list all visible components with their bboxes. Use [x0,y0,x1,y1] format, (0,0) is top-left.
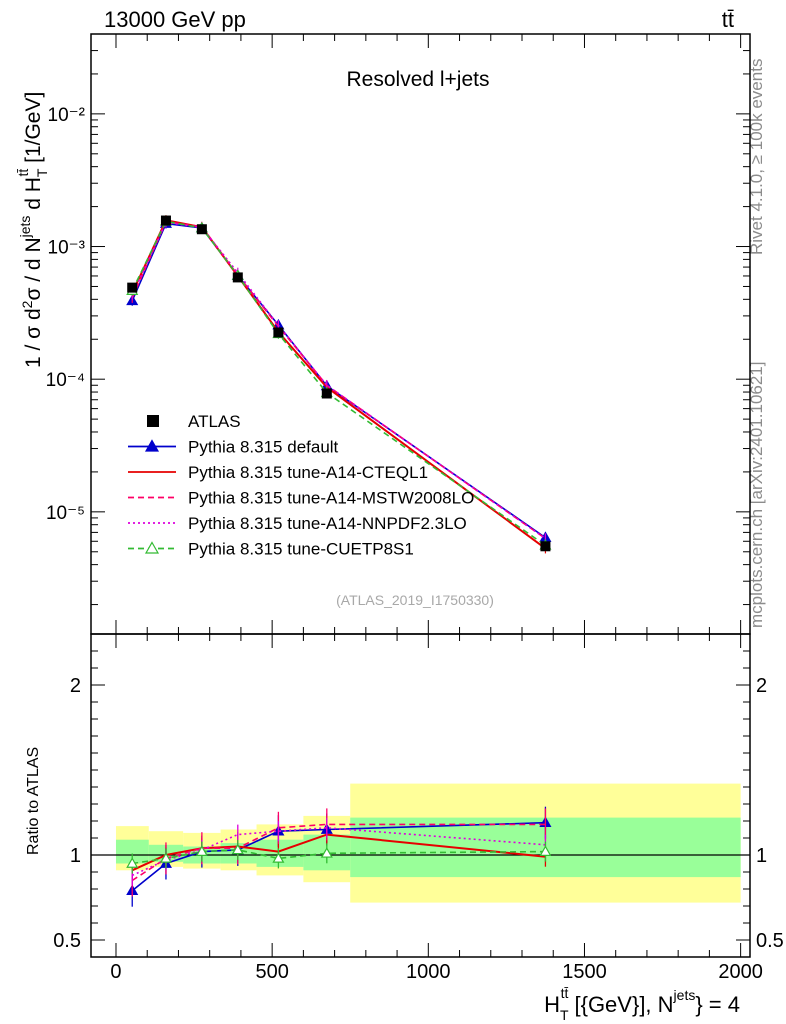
main-y-axis-label: 1 / σ d2σ / d Njets d HTtt̄ [1/GeV] [15,92,50,368]
legend-label: Pythia 8.315 default [188,438,339,457]
ratio-y-tick-label-left: 2 [70,675,81,697]
ratio-y-tick-label-left: 1 [70,845,81,867]
data-point [272,852,285,863]
uncertainty-band-inner [115,839,149,864]
ratio-plot-frame [90,633,751,958]
data-point [196,224,207,235]
data-point [540,541,551,552]
rivet-label: Rivet 4.1.0, ≥ 100k events [747,59,766,255]
data-point [320,847,333,858]
ratio-y-tick-label-left: 0.5 [53,930,81,952]
legend-label: Pythia 8.315 tune-A14-MSTW2008LO [188,489,474,508]
data-point [159,852,172,863]
legend-label: Pythia 8.315 tune-A14-NNPDF2.3LO [188,514,467,533]
ratio-panel [91,783,750,907]
y-tick-label: 10⁻³ [48,238,86,259]
uncertainty-band-inner [256,839,304,867]
main-panel [126,215,552,554]
data-point [127,282,138,293]
data-point [232,272,243,283]
data-point [539,845,552,856]
y-tick-label: 10⁻² [48,105,86,126]
x-tick-label: 1500 [562,961,607,983]
legend: ATLAS Pythia 8.315 default Pythia 8.315 tu… [128,412,474,559]
x-tick-label: 0 [110,961,121,983]
legend-label: ATLAS [188,412,241,431]
y-tick-label: 10⁻⁵ [46,503,85,524]
svg-text:HTtt̄ [{GeV}], Njets} = 4: HTtt̄ [{GeV}], Njets} = 4 [544,985,740,1023]
svg-text:1 / σ d2σ / d Njets d HTtt̄ [1: 1 / σ d2σ / d Njets d HTtt̄ [1/GeV] [15,92,50,368]
x-tick-label: 500 [255,961,288,983]
data-point [321,388,332,399]
x-axis-label: HTtt̄ [{GeV}], Njets} = 4 [544,985,740,1023]
x-tick-label: 2000 [718,961,763,983]
mcplots-label: mcplots.cern.ch [arXiv:2401.10621] [747,362,766,628]
legend-label: Pythia 8.315 tune-A14-CTEQL1 [188,463,428,482]
data-point [273,327,284,338]
ratio-y-axis-label: Ratio to ATLAS [25,747,42,855]
data-point [144,439,160,452]
data-point [144,541,160,554]
ratio-y-tick-label-right: 0.5 [756,930,784,952]
ratio-y-tick-label-right: 2 [756,675,767,697]
legend-marker [147,415,159,427]
data-point [160,215,171,226]
analysis-watermark: (ATLAS_2019_I1750330) [336,592,494,608]
data-point [126,857,139,868]
data-point [195,845,208,856]
ratio-y-tick-label-right: 1 [756,845,767,867]
y-tick-label: 10⁻⁴ [46,370,85,391]
header-right: tt̄ [722,7,734,32]
chart-title: Resolved l+jets [347,68,490,91]
data-point [231,843,244,855]
x-tick-label: 1000 [406,961,451,983]
legend-label: Pythia 8.315 tune-CUETP8S1 [188,540,414,559]
header-left: 13000 GeV pp [104,7,246,32]
